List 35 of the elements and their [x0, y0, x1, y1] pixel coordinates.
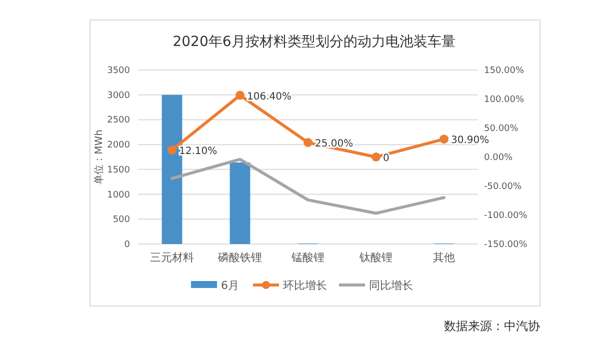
chart-title: 2020年6月按材料类型划分的动力电池装车量	[172, 34, 456, 50]
y-axis-title: 单位：MWh	[93, 130, 105, 184]
x-tick-label: 磷酸铁锂	[217, 251, 262, 264]
point	[372, 152, 380, 162]
y-tick-label: 1500	[107, 165, 130, 176]
data-label: 30.90%	[451, 135, 490, 146]
data-label: 106.40%	[247, 91, 292, 102]
x-tick-label: 锰酸锂	[290, 251, 324, 264]
data-label: 0	[383, 153, 390, 164]
point	[236, 90, 244, 100]
point	[304, 138, 312, 147]
legend-label: 6月	[221, 279, 239, 292]
x-tick-label: 其他	[433, 251, 455, 264]
point	[168, 145, 176, 154]
y2-tick-label: -150.00%	[484, 240, 528, 250]
y2-tick-label: -100.00%	[484, 211, 528, 221]
y2-tick-label: 100.00%	[484, 95, 524, 105]
source-note: 数据来源：中汽协	[444, 319, 540, 333]
y2-tick-label: -50.00%	[484, 182, 522, 192]
legend-label: 环比增长	[283, 279, 327, 292]
y-tick-label: 500	[112, 215, 130, 226]
x-tick-label: 钛酸锂	[358, 251, 392, 264]
legend-label: 同比增长	[369, 279, 413, 292]
y-tick-label: 3000	[107, 90, 130, 101]
y2-tick-label: 0.00%	[484, 153, 514, 163]
y-tick-label: 2500	[107, 116, 130, 126]
y-tick-label: 2000	[107, 140, 130, 151]
bar	[230, 162, 250, 244]
y2-tick-label: 50.00%	[484, 124, 519, 134]
point	[440, 134, 448, 144]
x-tick-label: 三元材料	[150, 251, 194, 264]
y-tick-label: 1000	[107, 190, 130, 200]
y-tick-label: 0	[124, 240, 130, 250]
y-tick-label: 3500	[107, 66, 130, 76]
y2-tick-label: 150.00%	[484, 66, 524, 76]
